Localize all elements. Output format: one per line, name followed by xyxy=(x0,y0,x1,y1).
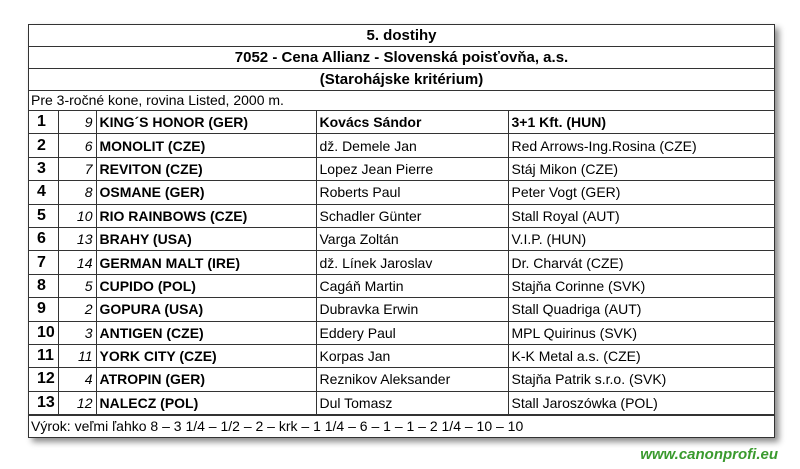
owner: MPL Quirinus (SVK) xyxy=(507,320,774,345)
place: 9 xyxy=(29,297,59,322)
result-row: 6 13 BRAHY (USA) Varga Zoltán V.I.P. (HUN) xyxy=(29,226,774,252)
start-number: 8 xyxy=(57,180,97,205)
jockey: dž. Demele Jan xyxy=(315,133,509,158)
result-row: 12 4 ATROPIN (GER) Reznikov Aleksander Stajň… xyxy=(29,367,774,392)
owner: V.I.P. (HUN) xyxy=(507,226,774,252)
race-name: 7052 - Cena Allianz - Slovenská poisťovň… xyxy=(29,47,774,69)
horse: NALECZ (POL) xyxy=(95,390,317,416)
watermark: www.canonprofi.eu xyxy=(640,446,778,463)
start-number: 5 xyxy=(57,273,97,299)
horse: CUPIDO (POL) xyxy=(95,273,317,299)
horse: BRAHY (USA) xyxy=(95,226,317,252)
owner: Stall Royal (AUT) xyxy=(507,203,774,228)
place: 1 xyxy=(29,111,59,135)
result-row: 7 14 GERMAN MALT (IRE) dž. Línek Jaroslav Dr… xyxy=(29,250,774,275)
owner: Stall Jaroszówka (POL) xyxy=(507,390,774,416)
start-number: 7 xyxy=(57,156,97,182)
owner: K-K Metal a.s. (CZE) xyxy=(507,343,774,369)
conditions: Pre 3-ročné kone, rovina Listed, 2000 m. xyxy=(29,91,774,111)
results-table: 1 9 KING´S HONOR (GER) Kovács Sándor 3+1 Kft… xyxy=(29,111,774,416)
start-number: 11 xyxy=(57,343,97,369)
start-number: 2 xyxy=(57,297,97,322)
horse: RIO RAINBOWS (CZE) xyxy=(95,203,317,228)
results-sheet: 5. dostihy 7052 - Cena Allianz - Slovens… xyxy=(28,24,775,439)
result-row: 13 12 NALECZ (POL) Dul Tomasz Stall Jaroszów… xyxy=(29,390,774,416)
place: 11 xyxy=(29,343,59,369)
title: 5. dostihy xyxy=(29,25,774,47)
verdict: Výrok: veľmi ľahko 8 – 3 1/4 – 1/2 – 2 –… xyxy=(29,415,774,437)
result-row: 2 6 MONOLIT (CZE) dž. Demele Jan Red Arrows-… xyxy=(29,133,774,158)
start-number: 10 xyxy=(57,203,97,228)
result-row: 3 7 REVITON (CZE) Lopez Jean Pierre Stáj Mik… xyxy=(29,156,774,182)
place: 6 xyxy=(29,226,59,252)
horse: ATROPIN (GER) xyxy=(95,367,317,392)
jockey: Korpas Jan xyxy=(315,343,509,369)
place: 12 xyxy=(29,367,59,392)
result-row: 8 5 CUPIDO (POL) Cagáň Martin Stajňa Corinne… xyxy=(29,273,774,299)
horse: YORK CITY (CZE) xyxy=(95,343,317,369)
horse: REVITON (CZE) xyxy=(95,156,317,182)
jockey: Lopez Jean Pierre xyxy=(315,156,509,182)
jockey: Schadler Günter xyxy=(315,203,509,228)
place: 2 xyxy=(29,133,59,158)
result-row: 4 8 OSMANE (GER) Roberts Paul Peter Vogt (GE… xyxy=(29,180,774,205)
result-row: 10 3 ANTIGEN (CZE) Eddery Paul MPL Quirinus … xyxy=(29,320,774,345)
jockey: Varga Zoltán xyxy=(315,226,509,252)
horse: GOPURA (USA) xyxy=(95,297,317,322)
place: 8 xyxy=(29,273,59,299)
start-number: 12 xyxy=(57,390,97,416)
owner: Red Arrows-Ing.Rosina (CZE) xyxy=(507,133,774,158)
jockey: Dubravka Erwin xyxy=(315,297,509,322)
start-number: 13 xyxy=(57,226,97,252)
subtitle: (Starohájske kritérium) xyxy=(29,69,774,91)
horse: GERMAN MALT (IRE) xyxy=(95,250,317,275)
result-row: 9 2 GOPURA (USA) Dubravka Erwin Stall Quadri… xyxy=(29,297,774,322)
result-row: 5 10 RIO RAINBOWS (CZE) Schadler Günter Stal… xyxy=(29,203,774,228)
owner: Stajňa Corinne (SVK) xyxy=(507,273,774,299)
start-number: 14 xyxy=(57,250,97,275)
result-row: 11 11 YORK CITY (CZE) Korpas Jan K-K Metal a… xyxy=(29,343,774,369)
start-number: 9 xyxy=(57,111,97,135)
jockey: Eddery Paul xyxy=(315,320,509,345)
place: 13 xyxy=(29,390,59,416)
place: 4 xyxy=(29,180,59,205)
horse: OSMANE (GER) xyxy=(95,180,317,205)
place: 5 xyxy=(29,203,59,228)
start-number: 3 xyxy=(57,320,97,345)
jockey: dž. Línek Jaroslav xyxy=(315,250,509,275)
place: 7 xyxy=(29,250,59,275)
start-number: 6 xyxy=(57,133,97,158)
owner: 3+1 Kft. (HUN) xyxy=(507,111,774,135)
results-body: 1 9 KING´S HONOR (GER) Kovács Sándor 3+1 Kft… xyxy=(29,111,774,416)
owner: Peter Vogt (GER) xyxy=(507,180,774,205)
result-row: 1 9 KING´S HONOR (GER) Kovács Sándor 3+1 Kft… xyxy=(29,111,774,135)
place: 10 xyxy=(29,320,59,345)
horse: ANTIGEN (CZE) xyxy=(95,320,317,345)
jockey: Cagáň Martin xyxy=(315,273,509,299)
jockey: Reznikov Aleksander xyxy=(315,367,509,392)
owner: Stáj Mikon (CZE) xyxy=(507,156,774,182)
jockey: Roberts Paul xyxy=(315,180,509,205)
start-number: 4 xyxy=(57,367,97,392)
owner: Stajňa Patrik s.r.o. (SVK) xyxy=(507,367,774,392)
place: 3 xyxy=(29,156,59,182)
horse: KING´S HONOR (GER) xyxy=(95,111,317,135)
jockey: Dul Tomasz xyxy=(315,390,509,416)
horse: MONOLIT (CZE) xyxy=(95,133,317,158)
owner: Stall Quadriga (AUT) xyxy=(507,297,774,322)
owner: Dr. Charvát (CZE) xyxy=(507,250,774,275)
jockey: Kovács Sándor xyxy=(315,111,509,135)
